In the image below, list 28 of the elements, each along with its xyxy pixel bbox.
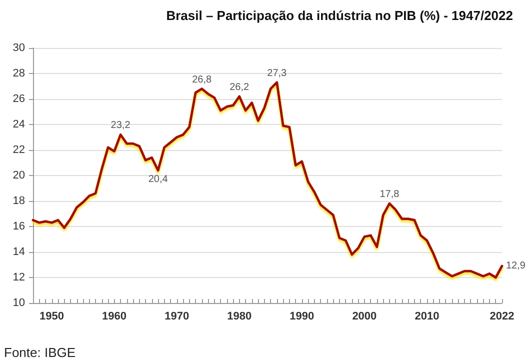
data-label: 17,8 <box>380 189 400 200</box>
data-label: 26,8 <box>192 74 212 86</box>
data-label: 27,3 <box>267 68 288 79</box>
x-tick-label: 1970 <box>164 310 190 322</box>
x-tick-label: 1980 <box>227 310 252 322</box>
chart-title: Brasil – Participação da indústria no PIB (%) - 1947/2022 <box>166 8 514 23</box>
data-label: 26,2 <box>230 82 250 93</box>
x-tick-label: 1990 <box>290 310 314 322</box>
y-tick-label: 20 <box>12 170 25 182</box>
x-tick-label: 1960 <box>102 310 127 322</box>
data-label: 20,4 <box>148 174 168 185</box>
y-tick-label: 16 <box>12 220 25 232</box>
x-tick-label: 2010 <box>414 310 440 322</box>
x-tick-label: 2022 <box>490 310 514 322</box>
y-tick-label: 24 <box>12 118 25 130</box>
y-tick-label: 30 <box>12 42 25 54</box>
y-tick-label: 12 <box>12 272 25 284</box>
y-tick-label: 22 <box>12 144 25 156</box>
y-tick-label: 10 <box>12 297 25 309</box>
y-tick-label: 18 <box>12 195 25 207</box>
y-tick-label: 14 <box>12 246 25 258</box>
source-note: Fonte: IBGE <box>4 345 76 360</box>
y-tick-label: 26 <box>12 93 25 105</box>
data-label: 23,2 <box>110 120 131 132</box>
x-tick-label: 1950 <box>40 310 64 322</box>
x-tick-label: 2000 <box>352 310 377 322</box>
data-label: 12,9 <box>506 260 526 272</box>
y-tick-label: 28 <box>12 68 25 80</box>
